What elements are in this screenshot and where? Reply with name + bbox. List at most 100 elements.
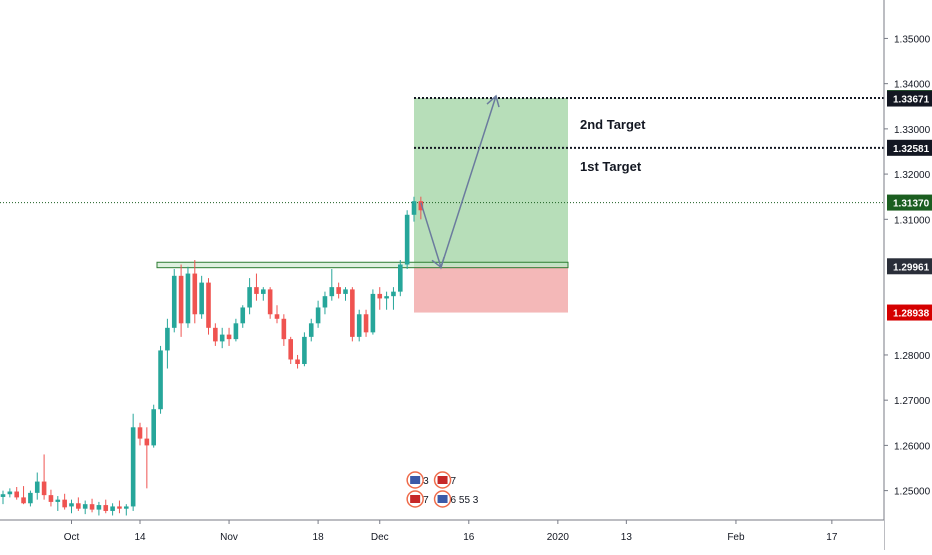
candle-body bbox=[391, 291, 396, 297]
price-tick-label: 1.25000 bbox=[894, 487, 931, 498]
price-label-bg bbox=[887, 194, 932, 211]
price-label: 1.29961 bbox=[893, 262, 930, 273]
candle-body bbox=[322, 296, 328, 308]
time-tick-label: 13 bbox=[621, 532, 633, 543]
candle-body bbox=[315, 307, 321, 324]
candle-body bbox=[124, 506, 129, 509]
candle-body bbox=[213, 327, 218, 342]
candle-body bbox=[274, 314, 280, 319]
price-label-bg bbox=[887, 304, 932, 321]
price-axis[interactable]: 1.35000 1.34000 1.33000 1.32000 1.31000 1.280… bbox=[883, 0, 932, 550]
candle-body bbox=[171, 275, 177, 328]
candle-body bbox=[363, 314, 369, 333]
flag-fill bbox=[437, 495, 448, 503]
time-tick-label: 17 bbox=[826, 532, 838, 543]
time-tick-label: 16 bbox=[463, 532, 475, 543]
candle-body bbox=[82, 504, 88, 509]
candle-body bbox=[254, 287, 259, 294]
candle-body bbox=[219, 334, 225, 342]
candle-body bbox=[281, 318, 287, 340]
candle-body bbox=[76, 503, 81, 509]
candle-body bbox=[302, 336, 307, 364]
candle-body bbox=[411, 201, 417, 215]
price-label-bg bbox=[887, 139, 932, 156]
candle-body bbox=[144, 438, 150, 446]
candle-body bbox=[226, 334, 232, 340]
time-tick-label: 2020 bbox=[547, 532, 570, 543]
event-marker[interactable]: 3 bbox=[406, 471, 429, 489]
candle-body bbox=[69, 503, 74, 507]
price-tick-label: 1.26000 bbox=[894, 441, 931, 452]
candle-body bbox=[233, 323, 239, 340]
candle-body bbox=[329, 287, 335, 297]
candle-body bbox=[398, 264, 403, 292]
candle-body bbox=[28, 492, 33, 504]
candle-body bbox=[192, 273, 198, 315]
candle-body bbox=[34, 481, 40, 493]
event-marker[interactable]: 7 bbox=[433, 471, 457, 489]
price-tick-label: 1.35000 bbox=[894, 34, 931, 45]
candle-body bbox=[343, 289, 348, 294]
arrow-head-down bbox=[431, 257, 445, 269]
stop-zone[interactable] bbox=[414, 266, 568, 313]
time-tick-label: Oct bbox=[64, 532, 80, 543]
price-tick-label: 1.28000 bbox=[894, 351, 931, 362]
candle-body bbox=[288, 339, 293, 360]
time-axis[interactable]: 16Oct14Nov18Dec16202013Feb17 bbox=[0, 519, 884, 550]
candle-body bbox=[41, 481, 47, 496]
candle-body bbox=[308, 323, 314, 337]
candle-body bbox=[0, 494, 6, 497]
candles bbox=[0, 196, 424, 516]
price-label: 1.28938 bbox=[893, 309, 930, 320]
candle-body bbox=[7, 491, 13, 495]
time-tick-label: Dec bbox=[371, 532, 389, 543]
flag-fill bbox=[410, 476, 421, 484]
candle-body bbox=[199, 282, 204, 315]
candle-body bbox=[165, 327, 170, 351]
price-tick-label: 1.31000 bbox=[894, 215, 931, 226]
candle-body bbox=[185, 273, 191, 324]
drawings[interactable] bbox=[420, 94, 500, 270]
event-count: 3 bbox=[423, 476, 429, 487]
candle-body bbox=[418, 201, 424, 211]
target-zone[interactable] bbox=[414, 98, 568, 267]
time-tick-label: 14 bbox=[134, 532, 146, 543]
candle-body bbox=[137, 427, 143, 439]
candle-body bbox=[89, 504, 95, 510]
candle-body bbox=[117, 506, 122, 509]
arrow-head-up bbox=[486, 94, 500, 108]
candle-body bbox=[247, 287, 252, 308]
candle-body bbox=[103, 505, 109, 511]
event-count: 7 bbox=[423, 495, 429, 506]
time-axis-bg bbox=[0, 520, 884, 550]
event-markers[interactable]: 3 7 7 6 55 3 bbox=[406, 471, 479, 508]
event-marker[interactable]: 6 55 3 bbox=[433, 490, 479, 508]
candle-body bbox=[178, 275, 184, 324]
event-count: 6 55 3 bbox=[451, 495, 479, 506]
candle-body bbox=[21, 497, 26, 504]
price-tick-label: 1.27000 bbox=[894, 396, 931, 407]
price-label: 1.33671 bbox=[893, 95, 930, 106]
candle-body bbox=[261, 289, 266, 294]
candle-body bbox=[96, 505, 102, 510]
candle-body bbox=[336, 287, 341, 294]
candle-body bbox=[48, 495, 54, 502]
time-tick-label: Nov bbox=[220, 532, 238, 543]
price-tick-label: 1.33000 bbox=[894, 125, 931, 136]
candle-body bbox=[206, 282, 211, 328]
target2-annotation: 2nd Target bbox=[580, 117, 646, 132]
price-label-bg bbox=[887, 258, 932, 275]
position-zones[interactable] bbox=[156, 98, 569, 313]
candle-body bbox=[404, 214, 410, 265]
candle-body bbox=[110, 506, 115, 511]
price-label-bg bbox=[887, 90, 932, 107]
candle-body bbox=[151, 409, 156, 446]
event-marker[interactable]: 7 bbox=[406, 490, 429, 508]
flag-fill bbox=[410, 495, 421, 503]
price-label: 1.31370 bbox=[893, 199, 930, 210]
candle-body bbox=[356, 314, 362, 337]
resistance-zone[interactable] bbox=[156, 261, 569, 269]
candle-body bbox=[130, 427, 136, 507]
